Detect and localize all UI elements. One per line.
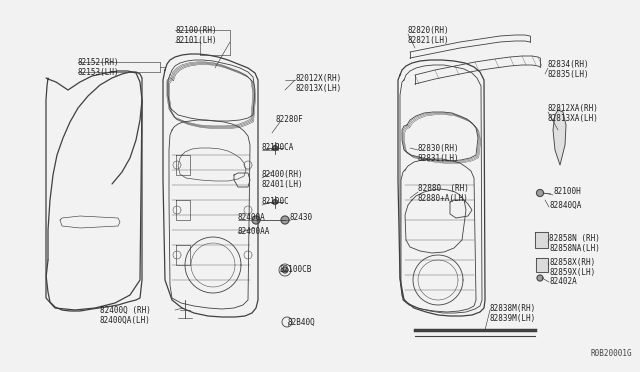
Text: 82400AA: 82400AA	[238, 228, 270, 237]
Text: 82812XA(RH): 82812XA(RH)	[548, 103, 599, 112]
Polygon shape	[273, 145, 277, 150]
Polygon shape	[282, 267, 288, 273]
Text: 82858X(RH): 82858X(RH)	[549, 257, 595, 266]
Text: 82400(RH): 82400(RH)	[262, 170, 303, 180]
Text: 82400QA(LH): 82400QA(LH)	[100, 315, 151, 324]
Text: 82100H: 82100H	[553, 187, 580, 196]
Text: 82B40Q: 82B40Q	[288, 317, 316, 327]
Text: 82835(LH): 82835(LH)	[548, 71, 589, 80]
Text: 82820(RH): 82820(RH)	[408, 26, 450, 35]
Polygon shape	[536, 189, 543, 196]
Text: 82880  (RH): 82880 (RH)	[418, 183, 469, 192]
Text: 82101(LH): 82101(LH)	[175, 35, 216, 45]
Text: 82100CB: 82100CB	[280, 266, 312, 275]
Text: 82401(LH): 82401(LH)	[262, 180, 303, 189]
Text: 82813XA(LH): 82813XA(LH)	[548, 113, 599, 122]
Polygon shape	[273, 200, 277, 204]
Text: 82153(LH): 82153(LH)	[78, 67, 120, 77]
Polygon shape	[553, 110, 566, 165]
Text: R0B20001G: R0B20001G	[590, 349, 632, 358]
Polygon shape	[535, 232, 548, 248]
Text: 82831(LH): 82831(LH)	[418, 154, 460, 163]
Text: 82834(RH): 82834(RH)	[548, 61, 589, 70]
Text: 82839M(LH): 82839M(LH)	[490, 314, 536, 323]
Text: 82013X(LH): 82013X(LH)	[295, 83, 341, 93]
Text: 82100(RH): 82100(RH)	[175, 26, 216, 35]
Text: 82400Q (RH): 82400Q (RH)	[100, 305, 151, 314]
Text: 82840QA: 82840QA	[549, 201, 581, 209]
Text: 82100C: 82100C	[262, 198, 290, 206]
Text: 82830(RH): 82830(RH)	[418, 144, 460, 153]
Text: 82838M(RH): 82838M(RH)	[490, 304, 536, 312]
Text: 82012X(RH): 82012X(RH)	[295, 74, 341, 83]
Text: 82430: 82430	[290, 214, 313, 222]
Polygon shape	[281, 216, 289, 224]
Polygon shape	[537, 275, 543, 281]
Polygon shape	[252, 216, 260, 224]
Text: 82280F: 82280F	[276, 115, 304, 125]
Text: 82858N (RH): 82858N (RH)	[549, 234, 600, 243]
Polygon shape	[536, 258, 548, 272]
Text: 82152(RH): 82152(RH)	[78, 58, 120, 67]
Text: 82402A: 82402A	[549, 278, 577, 286]
Text: 82400A: 82400A	[238, 214, 266, 222]
Text: 82859X(LH): 82859X(LH)	[549, 267, 595, 276]
Text: 82821(LH): 82821(LH)	[408, 35, 450, 45]
Text: 82880+A(LH): 82880+A(LH)	[418, 193, 469, 202]
Text: 82100CA: 82100CA	[262, 144, 294, 153]
Text: 82858NA(LH): 82858NA(LH)	[549, 244, 600, 253]
